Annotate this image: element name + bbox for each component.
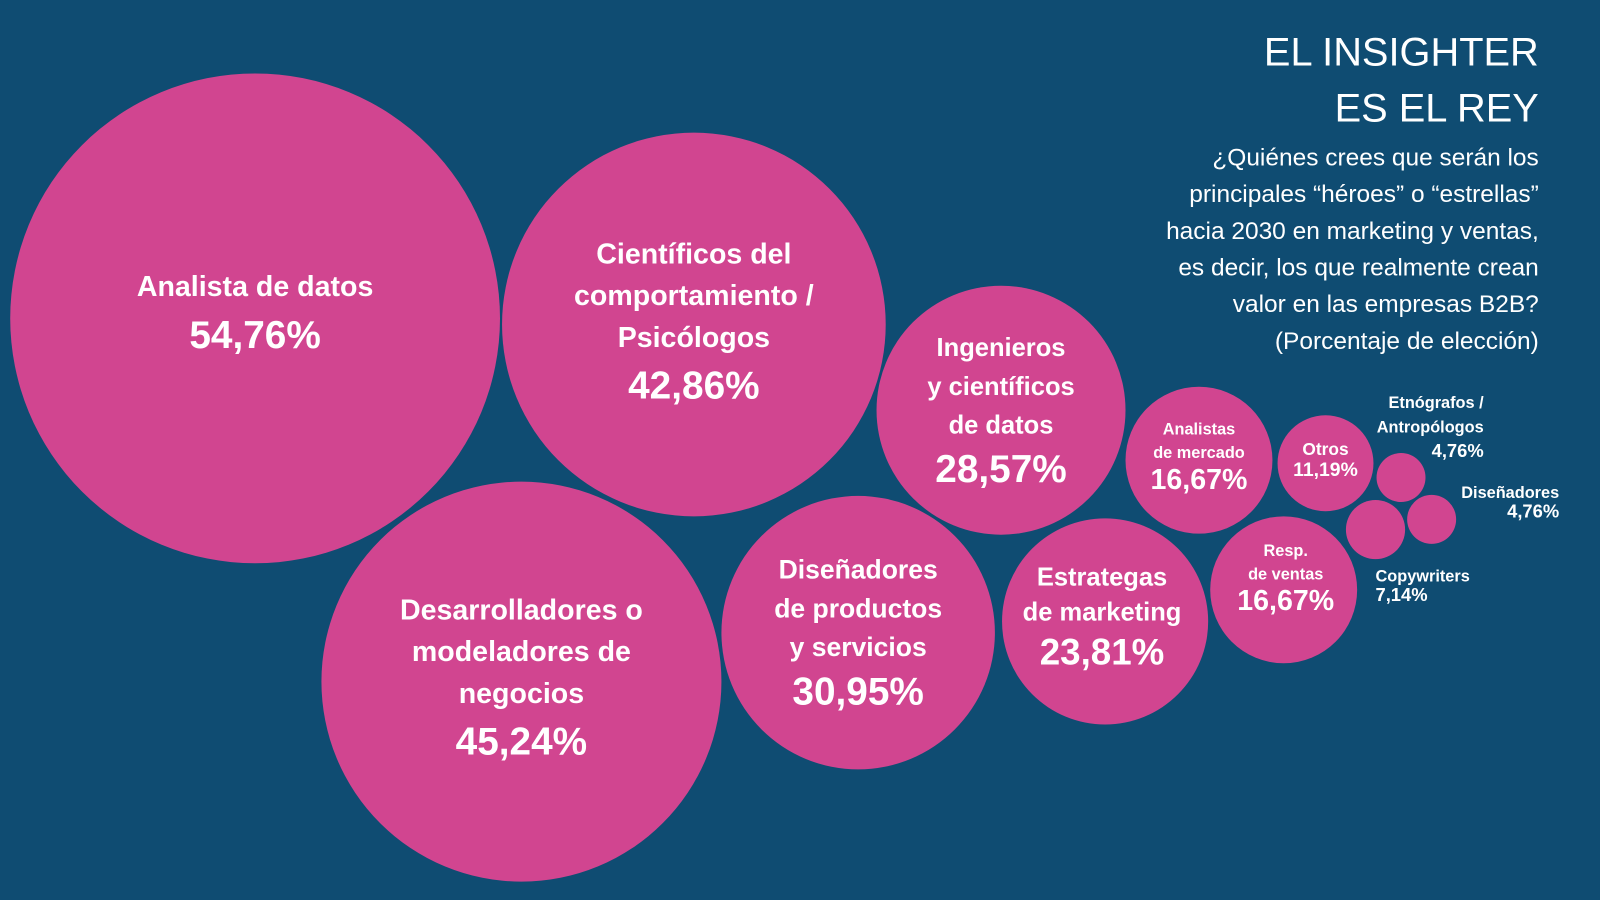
bubble: [1345, 500, 1406, 560]
bubble-item: Analista de datos 54,76%: [10, 73, 501, 564]
bubble: [502, 132, 886, 517]
bubble-value: 16,67%: [1237, 585, 1334, 617]
bubble: [10, 73, 501, 564]
bubble-label: de productos: [774, 593, 942, 623]
subtitle-line: principales “héroes” o “estrellas”: [1189, 181, 1539, 208]
subtitle-line: es decir, los que realmente crean: [1178, 255, 1538, 282]
bubble-label: de marketing: [1023, 598, 1182, 626]
bubble-label: Desarrolladores o: [400, 594, 643, 626]
bubble-value: 7,14%: [1376, 584, 1428, 605]
bubble-label: de mercado: [1153, 444, 1245, 462]
bubble-value: 4,76%: [1507, 501, 1559, 522]
subtitle-line: (Porcentaje de elección): [1275, 328, 1539, 355]
bubble-value: 54,76%: [189, 314, 320, 357]
subtitle-line: ¿Quiénes crees que serán los: [1212, 144, 1538, 171]
bubble-label: negocios: [459, 678, 584, 710]
bubble: [1210, 516, 1358, 664]
bubble-value: 11,19%: [1293, 459, 1358, 481]
bubble-value: 42,86%: [628, 364, 759, 407]
bubble-label: Diseñadores: [1461, 484, 1559, 502]
bubble-value: 4,76%: [1432, 440, 1484, 461]
subtitle-line: valor en las empresas B2B?: [1233, 291, 1539, 318]
bubble-label: Otros: [1302, 439, 1348, 459]
bubble-label: de ventas: [1248, 566, 1323, 584]
bubble-label: y servicios: [790, 632, 927, 662]
bubble-label: Estrategas: [1037, 564, 1167, 592]
subtitle-line: hacia 2030 en marketing y ventas,: [1166, 218, 1539, 245]
bubble-label: Ingenieros: [937, 334, 1066, 362]
bubble: [1277, 415, 1374, 512]
bubble-value: 45,24%: [456, 721, 587, 764]
bubble-label: Analistas: [1163, 421, 1236, 439]
bubble: [1376, 453, 1426, 503]
bubble-item: Etnógrafos / Antropólogos 4,76%: [1376, 394, 1485, 503]
bubble-item: Diseñadores de productos y servicios 30,95%: [721, 495, 995, 770]
bubble-label: Psicólogos: [618, 322, 770, 354]
chart-subtitle: ¿Quiénes crees que serán los principales …: [1166, 144, 1539, 355]
title-line: ES EL REY: [1335, 86, 1539, 130]
bubble-item: Analistas de mercado 16,67%: [1125, 386, 1273, 534]
bubbles: Analista de datos 54,76% Científicos del co…: [10, 73, 1559, 882]
bubble: [1002, 518, 1209, 725]
bubble: [721, 495, 995, 770]
bubble-label: modeladores de: [412, 636, 631, 668]
bubble: [1125, 386, 1273, 534]
bubble-label: Diseñadores: [779, 555, 938, 585]
bubble-value: 16,67%: [1151, 464, 1248, 496]
bubble-label: Antropólogos: [1377, 419, 1484, 437]
bubble-item: Desarrolladores o modeladores de negocios 4…: [321, 481, 722, 882]
chart-title: EL INSIGHTER ES EL REY: [1264, 30, 1539, 130]
bubble-label: comportamiento /: [574, 280, 814, 312]
bubble-value: 30,95%: [792, 671, 923, 714]
bubble-label: Resp.: [1264, 542, 1308, 560]
bubble-label: Etnógrafos /: [1389, 394, 1485, 412]
bubble-value: 23,81%: [1040, 631, 1165, 672]
title-line: EL INSIGHTER: [1264, 30, 1539, 74]
bubble-label: Copywriters: [1376, 568, 1470, 586]
bubble-label: Analista de datos: [137, 271, 374, 303]
bubble-item: Estrategas de marketing 23,81%: [1002, 518, 1209, 725]
bubble-item: Científicos del comportamiento / Psicólogo…: [502, 132, 886, 517]
bubble-label: de datos: [949, 412, 1054, 440]
bubble-label: Científicos del: [596, 238, 791, 270]
bubble-label: y científicos: [927, 373, 1074, 401]
bubble: [876, 285, 1126, 535]
bubble: [321, 481, 722, 882]
bubble: [1407, 494, 1457, 544]
bubble-item: Ingenieros y científicos de datos 28,57%: [876, 285, 1126, 535]
bubble-value: 28,57%: [935, 448, 1066, 491]
